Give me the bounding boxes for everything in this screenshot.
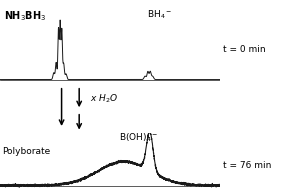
Text: x H$_2$O: x H$_2$O — [90, 92, 118, 105]
Text: BH$_4$$^-$: BH$_4$$^-$ — [147, 8, 173, 21]
Text: t = 76 min: t = 76 min — [223, 161, 272, 170]
Text: Polyborate: Polyborate — [2, 147, 50, 156]
Text: t = 0 min: t = 0 min — [223, 46, 266, 54]
Text: NH$_3$BH$_3$: NH$_3$BH$_3$ — [5, 9, 47, 23]
Text: B(OH)$_4$$^-$: B(OH)$_4$$^-$ — [119, 132, 158, 144]
